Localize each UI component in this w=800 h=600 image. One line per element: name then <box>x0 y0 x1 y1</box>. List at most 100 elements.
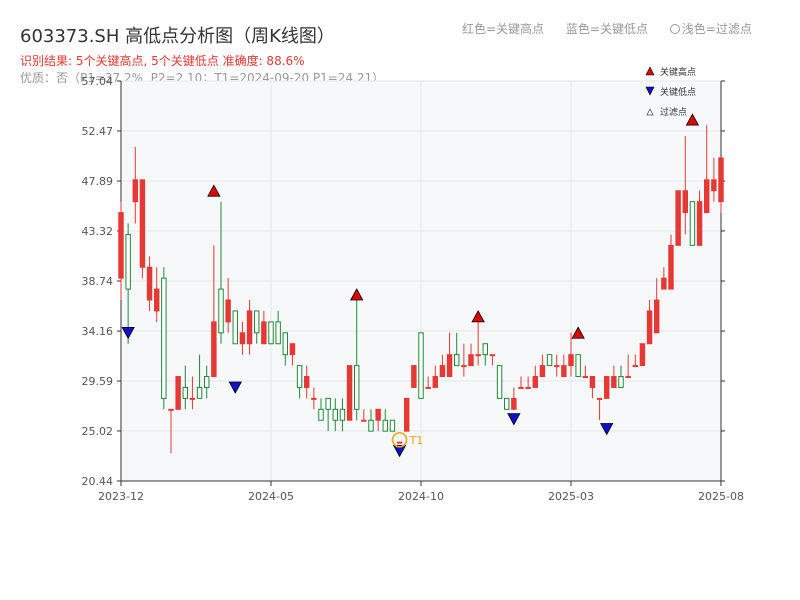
candle-body <box>404 397 410 432</box>
result-text: 识别结果: 5个关键高点, 5个关键低点 准确度: 88.6% <box>20 54 305 68</box>
y-tick-label: 57.04 <box>82 75 114 88</box>
key-low-marker <box>600 423 614 436</box>
candle-body <box>639 343 646 367</box>
candle-body <box>161 277 167 399</box>
x-tick-label: 2024-10 <box>398 490 444 503</box>
candle-body <box>418 332 424 399</box>
candle-body <box>682 190 688 214</box>
legend-high-icon <box>645 66 655 76</box>
key-high-marker <box>471 310 485 323</box>
candle-body <box>175 376 181 410</box>
legend-low-text: 蓝色=关键低点 <box>565 22 648 36</box>
ring-icon <box>669 24 680 34</box>
candle-body <box>518 386 524 389</box>
candle-body <box>368 419 374 432</box>
candle-body <box>582 376 588 379</box>
candle-body <box>332 408 339 421</box>
candle-body <box>411 365 417 388</box>
candle-body <box>382 419 389 432</box>
candle-body <box>611 376 617 388</box>
candle-body <box>504 397 510 410</box>
t1-marker-circle <box>391 431 408 448</box>
candle-body <box>596 397 603 400</box>
candle-body <box>625 376 631 379</box>
candle-body <box>204 376 210 388</box>
key-low-marker <box>228 381 242 394</box>
y-tick-label: 25.02 <box>82 425 114 438</box>
candle-body <box>468 354 474 367</box>
candle-body <box>632 365 638 368</box>
candle-body <box>539 365 546 378</box>
candle-body <box>575 354 581 378</box>
candle-body <box>118 212 124 279</box>
candle-body <box>439 365 446 378</box>
candle-body <box>604 376 610 399</box>
candle-body <box>268 321 274 345</box>
legend-high-text: 红色=关键高点 <box>462 22 545 36</box>
legend-high-label: 关键高点 <box>660 66 696 78</box>
candle-body <box>568 354 574 367</box>
key-low-marker <box>121 326 135 340</box>
candle-body <box>325 397 331 410</box>
candle-body <box>354 365 360 410</box>
candle-body <box>689 201 696 246</box>
candle-body <box>561 365 567 378</box>
candle-body <box>311 397 317 400</box>
candle-body <box>189 397 196 400</box>
candle-body <box>125 233 131 290</box>
candle-body <box>482 343 489 356</box>
candle-body <box>661 277 667 290</box>
legend-filtered-label: 过滤点 <box>660 106 687 118</box>
candle-body <box>232 310 238 345</box>
candle-body <box>246 310 253 345</box>
candle-body <box>154 288 160 312</box>
candle-body <box>475 354 481 357</box>
key-high-marker <box>207 184 221 197</box>
candle-body <box>346 365 353 421</box>
candle-body <box>718 157 724 203</box>
chart-title: 603373.SH 高低点分析图（周K线图） <box>20 26 335 47</box>
candle-body <box>432 376 439 388</box>
legend-filtered-icon <box>646 108 654 116</box>
candle-body <box>646 310 653 345</box>
key-high-marker <box>571 326 585 339</box>
y-tick-label: 38.74 <box>82 275 114 288</box>
legend-low-icon <box>645 86 655 96</box>
candle-body <box>139 179 146 268</box>
candle-body <box>589 376 596 388</box>
candle-body <box>218 288 224 334</box>
candle-body <box>668 244 674 290</box>
candle-body <box>282 332 289 356</box>
legend-low-label: 关键低点 <box>660 86 696 98</box>
candle-body <box>211 321 217 378</box>
candle-body <box>489 354 496 357</box>
x-tick-label: 2025-08 <box>698 490 744 503</box>
candle-body <box>446 354 453 378</box>
candle-body <box>318 408 324 421</box>
top-legend: 红色=关键高点 蓝色=关键低点 浅色=过滤点 <box>462 20 770 37</box>
candle-body <box>525 386 531 389</box>
candle-body <box>389 419 396 432</box>
candle-body <box>339 408 346 421</box>
y-tick-label: 29.59 <box>82 375 114 388</box>
candle-body <box>454 354 460 367</box>
candle-body <box>711 179 717 192</box>
candle-body <box>182 386 188 399</box>
x-tick-label: 2023-12 <box>98 490 144 503</box>
candle-body <box>168 408 174 411</box>
candle-body <box>289 343 296 356</box>
x-tick-label: 2025-03 <box>548 490 594 503</box>
candle-body <box>496 365 503 399</box>
key-high-marker <box>350 288 364 301</box>
key-high-marker <box>685 113 700 126</box>
y-tick-label: 47.89 <box>82 175 114 188</box>
key-low-marker <box>392 444 407 458</box>
key-low-marker <box>507 413 521 426</box>
candle-body <box>425 386 431 389</box>
candle-body <box>254 310 260 334</box>
candle-body <box>618 376 624 388</box>
candle-body <box>132 179 138 203</box>
y-tick-label: 43.32 <box>82 225 114 238</box>
y-tick-label: 20.44 <box>82 475 114 488</box>
